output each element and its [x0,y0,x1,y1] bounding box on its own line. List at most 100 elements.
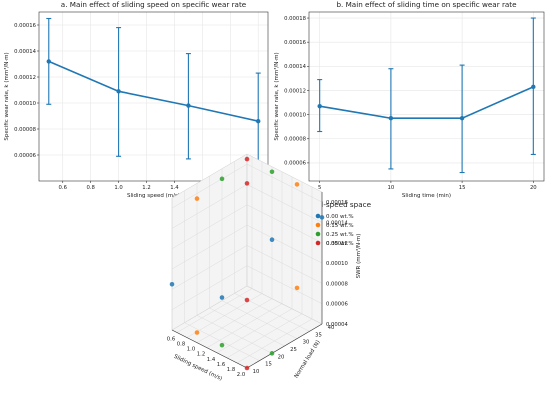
z-tick-label: 0.00012 [326,241,348,247]
legend-marker [315,213,321,219]
x-tick-label: 0.8 [86,185,95,191]
data-point [459,116,465,121]
scatter-point [219,295,225,300]
load-tick-label: 20 [278,354,285,360]
y-tick-label: 0.00016 [14,23,37,29]
y-axis-label: Specific wear rate, k (mm³/N·m) [3,52,10,140]
load-tick-label: 10 [253,369,260,375]
y-tick-label: 0.00010 [284,112,307,118]
scatter-point [269,237,275,242]
left-grid-z [171,184,248,229]
x-tick-label: 5 [318,185,321,191]
x-tick-label: 1.4 [170,185,179,191]
z-tick-label: 0.00008 [326,281,349,287]
scatter-point [244,156,250,162]
y-tick-label: 0.00012 [14,75,36,81]
left-grid-z [171,204,248,249]
speed-tick-label: 1.2 [197,352,205,358]
y-tick-label: 0.00014 [284,64,307,70]
scatter-point [319,215,325,220]
speed-tick-label: 1.4 [207,357,216,363]
speed-tick-label: 2.0 [237,372,246,378]
legend-label: 0.35 wt.% [326,241,354,247]
data-point [317,103,322,109]
scatter-point [294,285,300,291]
floor-grid-load [209,307,285,347]
back-grid-z [246,285,323,325]
load-tick-label: 35 [315,332,322,338]
y-tick-label: 0.00010 [14,101,37,107]
data-point [256,119,261,124]
back-grid-z [246,224,323,264]
series-line [319,86,534,120]
z-tick-label: 0.00006 [326,302,349,308]
z-tick-label: 0.00004 [326,322,349,328]
panel-a-chart: a. Main effect of sliding speed on speci… [3,0,269,199]
back-grid-z [246,163,323,203]
back-grid-z [246,204,323,243]
panel-b-chart: b. Main effect of sliding time on specif… [273,0,545,199]
y-tick-label: 0.00006 [284,161,307,167]
load-axis-line [246,323,323,369]
legend-label: 0.25 wt.% [326,232,354,238]
series-line [48,60,259,122]
load-tick-label: 30 [303,340,310,346]
data-point [46,59,51,64]
left-grid-z [171,245,248,290]
z-axis-label: SWR (mm³/N·m) [355,234,362,279]
speed-axis-line [171,329,248,369]
floor-grid-load [184,322,260,361]
z-tick-label: 0.00010 [326,261,349,267]
x-tick-label: 15 [459,185,466,191]
scatter-point [269,169,275,175]
panel-c-chart: c. Wear severity distribution across loa… [167,153,372,382]
scatter-point [169,282,175,287]
load-tick-label: 15 [265,362,272,368]
floor-grid-load [221,300,298,339]
x-tick-label: 0.6 [59,185,68,191]
scatter-point [294,182,300,187]
speed-tick-label: 1.8 [227,367,236,373]
y-tick-label: 0.00012 [284,88,306,94]
y-tick-label: 0.00008 [284,137,307,143]
legend-marker [315,240,321,246]
speed-tick-label: 0.6 [167,337,176,343]
left-grid-z [171,265,248,310]
data-point [186,103,191,108]
y-tick-label: 0.00018 [284,16,307,22]
plot-frame [308,11,545,182]
plot-frame [38,11,269,182]
back-grid-z [246,265,323,304]
x-tick-label: 1.0 [114,185,123,191]
x-tick-label: 1.2 [142,185,150,191]
panel-title: b. Main effect of sliding time on specif… [336,0,517,9]
scatter-point [244,181,250,186]
scatter-point [194,330,200,335]
left-grid-z [171,163,248,209]
y-axis-label: Specific wear rate, k (mm³/N·m) [273,52,280,140]
left-grid-z [171,285,248,331]
scatter-point [269,351,275,356]
legend-marker [315,231,321,237]
legend-label: 0.00 wt.% [326,214,354,220]
data-point [388,116,394,121]
y-tick-label: 0.00006 [14,153,37,159]
floor-grid-load [196,315,273,354]
scatter-point [219,342,225,348]
speed-tick-label: 1.6 [217,362,226,368]
load-tick-label: 40 [328,325,335,331]
y-tick-label: 0.00008 [14,127,37,133]
back-grid-z [246,184,323,223]
data-point [116,89,121,94]
left-grid-z [171,224,248,270]
panel-title: a. Main effect of sliding speed on speci… [61,0,247,9]
z-tick-label: 0.00014 [326,220,349,226]
load-tick-label: 25 [290,347,297,353]
data-point [531,84,536,90]
scatter-point [194,196,200,201]
scatter-point [244,297,250,303]
legend-label: 0.15 wt.% [326,223,354,229]
y-tick-label: 0.00016 [284,40,307,46]
scatter-point [219,176,225,182]
